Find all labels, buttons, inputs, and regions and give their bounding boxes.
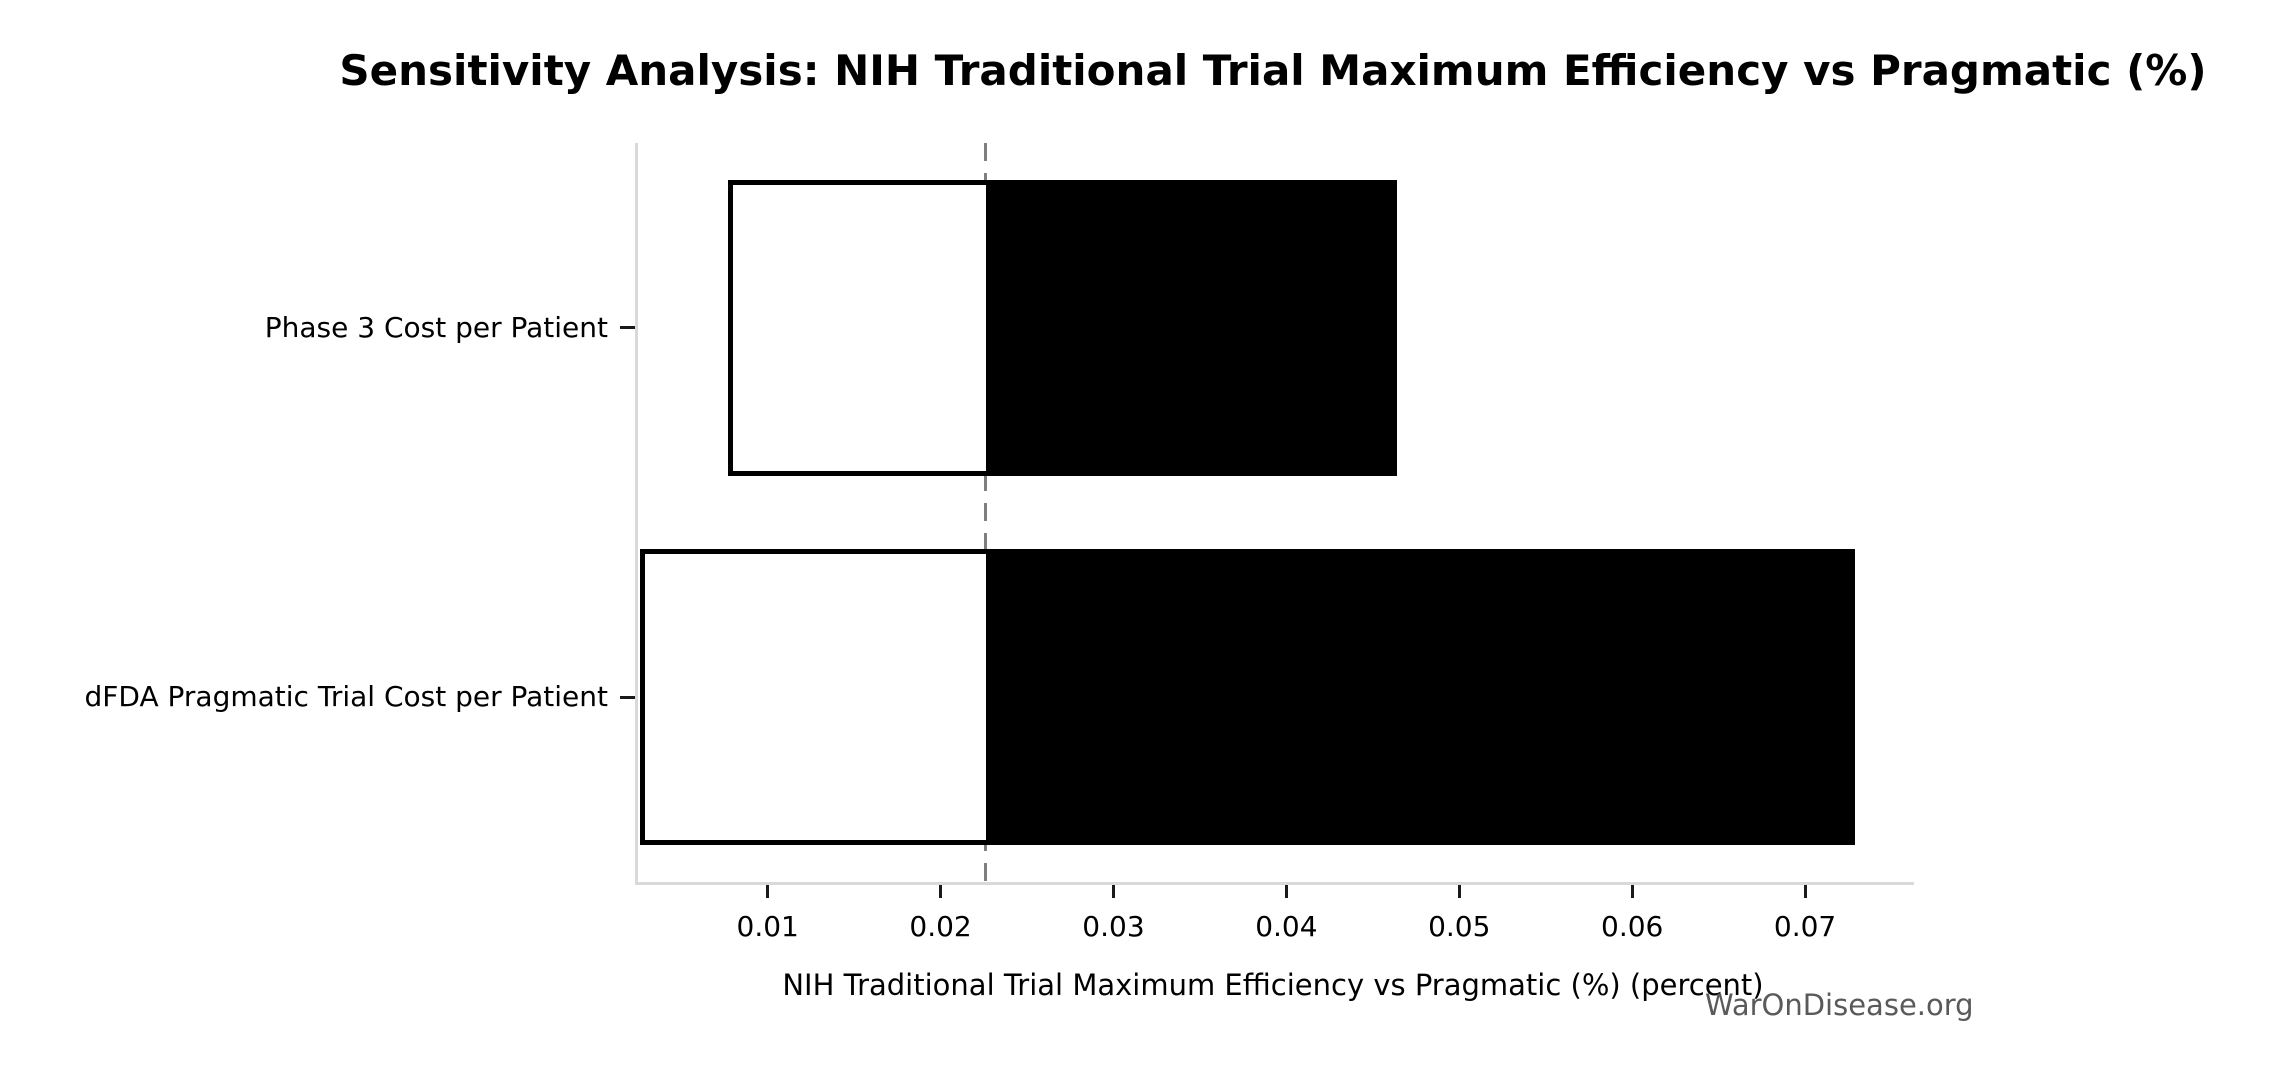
y-axis-tick-label: dFDA Pragmatic Trial Cost per Patient — [84, 680, 609, 714]
chart-title: Sensitivity Analysis: NIH Traditional Tr… — [339, 46, 2207, 95]
x-axis-tick — [766, 885, 770, 898]
x-axis-tick — [1457, 885, 1461, 898]
x-axis-tick-label: 0.03 — [1082, 910, 1145, 943]
y-axis-tick — [620, 326, 635, 330]
x-axis-tick-label: 0.02 — [909, 910, 972, 943]
y-axis-tick — [620, 695, 635, 699]
plot-area: Phase 3 Cost per Patient dFDA Pragmatic T… — [85, 143, 1914, 941]
watermark-text: WarOnDisease.org — [1705, 988, 1974, 1022]
x-axis-tick — [1630, 885, 1634, 898]
x-axis-tick — [1111, 885, 1115, 898]
x-axis-tick — [939, 885, 943, 898]
x-axis-tick — [1284, 885, 1288, 898]
baseline-dashed-line — [984, 143, 988, 882]
tornado-bar-high-segment — [985, 179, 1398, 476]
x-axis-tick-label: 0.04 — [1255, 910, 1318, 943]
tornado-bar-high-segment — [985, 549, 1856, 846]
x-axis-tick-label: 0.01 — [736, 910, 799, 943]
x-axis-tick-label: 0.07 — [1773, 910, 1837, 943]
x-axis-tick-label: 0.06 — [1601, 910, 1664, 943]
y-axis-tick-label: Phase 3 Cost per Patient — [264, 310, 608, 344]
x-axis-tick-label: 0.05 — [1428, 910, 1491, 943]
x-axis-tick — [1803, 885, 1807, 898]
x-axis-label: NIH Traditional Trial Maximum Efficiency… — [782, 968, 1764, 1002]
